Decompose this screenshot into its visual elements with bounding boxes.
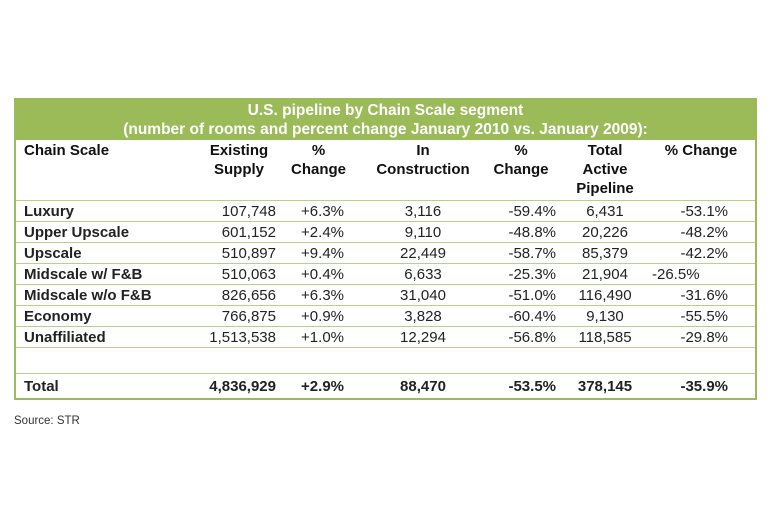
cell-supply-change: +9.4%	[301, 245, 344, 262]
total-pipeline-change: -35.9%	[680, 378, 728, 395]
cell-in-construction: 22,449	[400, 245, 446, 262]
total-supply-change: +2.9%	[301, 378, 344, 395]
cell-in-construction: 3,116	[404, 203, 442, 220]
cell-pipeline-change: -26.5%	[652, 266, 700, 283]
cell-pipeline-change: -55.5%	[680, 308, 728, 325]
cell-chain-scale: Midscale w/ F&B	[24, 266, 143, 283]
cell-total-pipeline: 21,904	[582, 266, 628, 283]
cell-chain-scale: Upper Upscale	[24, 224, 130, 241]
cell-existing-supply: 601,152	[221, 224, 276, 241]
table-row: Midscale w/ F&B 510,063 +0.4% 6,633 -25.3% 21…	[16, 263, 755, 284]
table-row: Midscale w/o F&B 826,656 +6.3% 31,040 -51.0%…	[16, 284, 755, 305]
cell-supply-change: +6.3%	[301, 287, 344, 304]
cell-existing-supply: 510,063	[221, 266, 276, 283]
total-in-construction: 88,470	[400, 378, 446, 395]
cell-existing-supply: 766,875	[221, 308, 276, 325]
table-row: Upper Upscale 601,152 +2.4% 9,110 -48.8% 20,2…	[16, 221, 755, 242]
cell-supply-change: +1.0%	[301, 329, 344, 346]
cell-existing-supply: 510,897	[221, 245, 276, 262]
pipeline-table: U.S. pipeline by Chain Scale segment (nu…	[14, 98, 757, 400]
cell-total-pipeline: 116,490	[578, 287, 632, 304]
header-construction-change: % Change	[493, 142, 549, 178]
cell-existing-supply: 1,513,538	[209, 329, 276, 346]
table-title-line2: (number of rooms and percent change Janu…	[123, 121, 648, 138]
header-in-construction: In Construction	[376, 142, 470, 178]
cell-total-pipeline: 6,431	[586, 203, 624, 220]
table-header: Chain Scale Existing Supply % Change In Con…	[16, 140, 755, 200]
cell-construction-change: -56.8%	[508, 329, 556, 346]
cell-in-construction: 12,294	[400, 329, 446, 346]
total-row: Total 4,836,929 +2.9% 88,470 -53.5% 378,…	[16, 373, 755, 398]
cell-chain-scale: Midscale w/o F&B	[24, 287, 152, 304]
cell-total-pipeline: 20,226	[582, 224, 628, 241]
cell-construction-change: -59.4%	[508, 203, 556, 220]
total-pipeline: 378,145	[577, 378, 633, 395]
cell-chain-scale: Luxury	[24, 203, 75, 220]
cell-total-pipeline: 118,585	[578, 329, 632, 346]
cell-construction-change: -48.8%	[508, 224, 556, 241]
header-chain-scale: Chain Scale	[24, 142, 110, 159]
source-note: Source: STR	[14, 415, 80, 427]
cell-construction-change: -25.3%	[508, 266, 556, 283]
cell-supply-change: +0.9%	[301, 308, 344, 325]
cell-chain-scale: Unaffiliated	[24, 329, 106, 346]
cell-in-construction: 3,828	[404, 308, 442, 325]
cell-construction-change: -58.7%	[508, 245, 556, 262]
cell-supply-change: +6.3%	[301, 203, 344, 220]
cell-pipeline-change: -29.8%	[680, 329, 728, 346]
table-row: Unaffiliated 1,513,538 +1.0% 12,294 -56.8% 11…	[16, 326, 755, 347]
cell-existing-supply: 107,748	[221, 203, 276, 220]
table-row: Upscale 510,897 +9.4% 22,449 -58.7% 85,379 -42…	[16, 242, 755, 263]
table-row: Economy 766,875 +0.9% 3,828 -60.4% 9,130 -55.5…	[16, 305, 755, 326]
cell-in-construction: 9,110	[404, 224, 442, 241]
cell-existing-supply: 826,656	[221, 287, 276, 304]
cell-pipeline-change: -42.2%	[680, 245, 728, 262]
cell-pipeline-change: -48.2%	[680, 224, 728, 241]
cell-total-pipeline: 85,379	[582, 245, 628, 262]
cell-chain-scale: Economy	[24, 308, 92, 325]
table-row: Luxury 107,748 +6.3% 3,116 -59.4% 6,431 -53.1%	[16, 200, 755, 221]
total-existing-supply: 4,836,929	[209, 378, 276, 395]
header-pipeline-change: % Change	[664, 142, 738, 159]
total-label: Total	[24, 378, 59, 395]
header-supply-change: % Change	[290, 142, 346, 178]
cell-pipeline-change: -53.1%	[680, 203, 728, 220]
total-construction-change: -53.5%	[508, 378, 556, 395]
cell-total-pipeline: 9,130	[586, 308, 624, 325]
cell-chain-scale: Upscale	[24, 245, 82, 262]
blank-row	[16, 347, 755, 373]
cell-supply-change: +0.4%	[301, 266, 344, 283]
header-total-active-pipeline: Total Active Pipeline	[576, 142, 634, 197]
header-existing-supply: Existing Supply	[209, 142, 269, 178]
cell-in-construction: 31,040	[400, 287, 446, 304]
table-title-line1: U.S. pipeline by Chain Scale segment	[247, 102, 524, 119]
table-title: U.S. pipeline by Chain Scale segment (nu…	[16, 100, 755, 140]
cell-supply-change: +2.4%	[301, 224, 344, 241]
cell-in-construction: 6,633	[404, 266, 442, 283]
cell-pipeline-change: -31.6%	[680, 287, 728, 304]
cell-construction-change: -51.0%	[508, 287, 556, 304]
cell-construction-change: -60.4%	[508, 308, 556, 325]
